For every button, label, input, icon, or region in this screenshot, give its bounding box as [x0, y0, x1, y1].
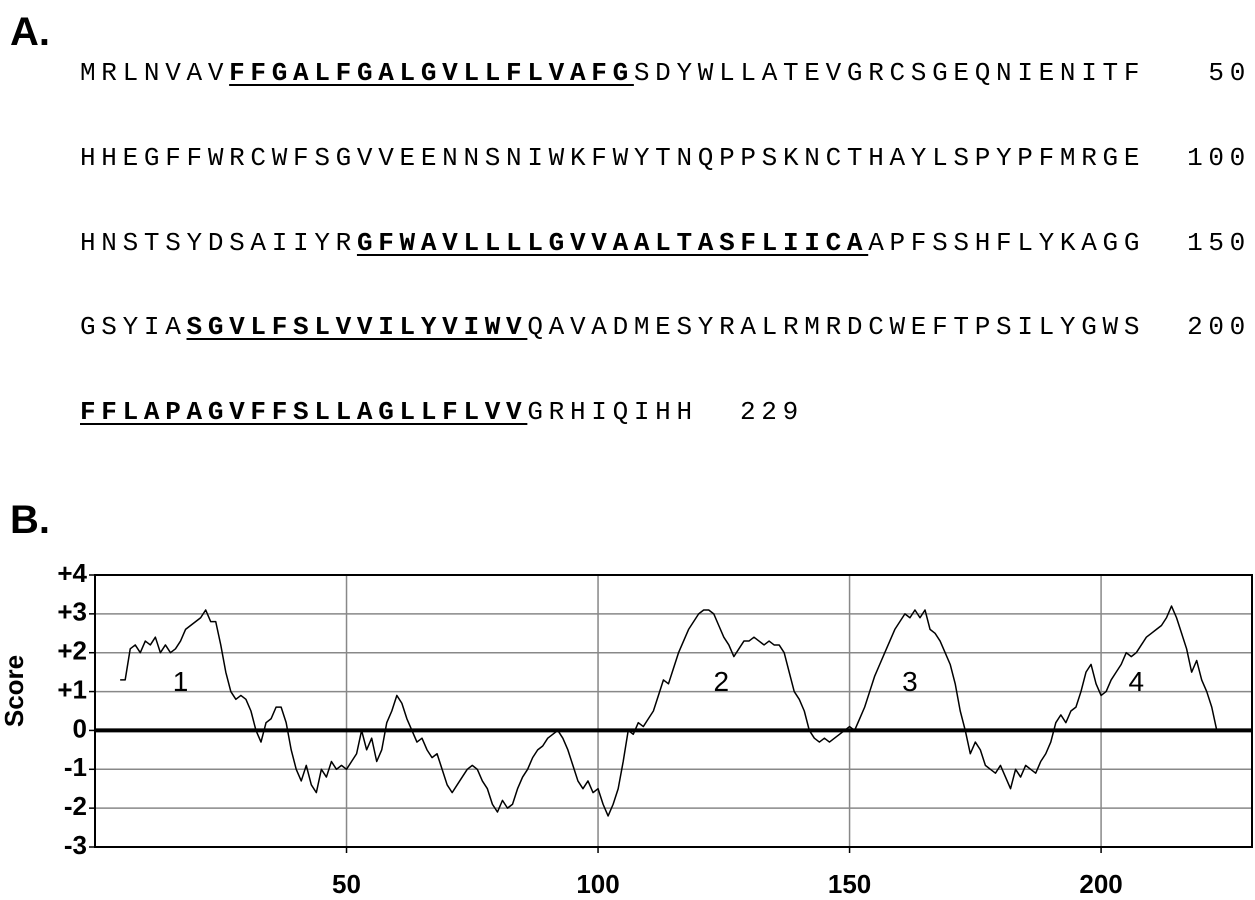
tm-segment: SGVLFSLVVILYVIWV [186, 312, 528, 343]
y-tick-label: -3 [64, 830, 87, 860]
y-tick-label: -2 [64, 791, 87, 821]
sequence-line: FFLAPAGVFFSLLAGLLFLVVGRHIQIHH [80, 397, 698, 427]
tm-annotation: 1 [173, 666, 189, 697]
tm-annotation: 4 [1129, 666, 1145, 697]
sequence-line: HHEGFFWRCWFSGVVEENNSNIWKFWYTNQPPSKNCTHAY… [80, 143, 1145, 173]
panel-label: A. [10, 10, 50, 54]
sequence-segment: MRLNVAV [80, 58, 230, 88]
y-tick-label: +3 [57, 597, 87, 627]
sequence-line: HNSTSYDSAIIYRGFWAVLLLLGVVAALTASFLIICAAPF… [80, 228, 1145, 258]
sequence-segment: APFSSHFLYKAGG [868, 227, 1146, 258]
y-tick-label: +1 [57, 674, 87, 704]
y-axis-label: Score [0, 655, 29, 727]
tm-segment: FFLAPAGVFFSLLAGLLFLVV [80, 397, 528, 427]
sequence-line: MRLNVAVFFGALFGALGVLLFLVAFGSDYWLLATEVGRCS… [80, 58, 1145, 88]
residue-number: 200 [1187, 312, 1251, 343]
residue-number: 50 [1208, 58, 1251, 88]
sequence-segment: GSYIA [80, 312, 187, 343]
tm-segment: GFWAVLLLLGVVAALTASFLIICA [356, 227, 869, 258]
tm-annotation: 2 [714, 666, 730, 697]
y-tick-label: +4 [57, 558, 87, 588]
y-tick-label: 0 [73, 713, 87, 743]
y-tick-label: +2 [57, 636, 87, 666]
tm-segment: FFGALFGALGVLLFLVAFG [229, 58, 634, 88]
sequence-segment: HNSTSYDSAIIYR [80, 227, 357, 258]
x-tick-label: 200 [1079, 869, 1122, 899]
y-tick-label: -1 [64, 752, 87, 782]
x-tick-label: 50 [332, 869, 361, 899]
sequence-segment: HHEGFFWRCWFSGVVEENNSNIWKFWYTNQPPSKNCTHAY… [80, 142, 1146, 173]
sequence-segment: QAVADMESYRALRMRDCWEFTPSILYGWS [527, 312, 1146, 343]
sequence-segment: SDYWLLATEVGRCSGEQNIENITF [633, 58, 1146, 88]
tm-annotation: 3 [902, 666, 918, 697]
sequence-segment: GRHIQIHH [527, 397, 698, 427]
residue-number: 150 [1187, 227, 1251, 258]
panel-label: B. [10, 498, 50, 542]
x-tick-label: 100 [576, 869, 619, 899]
sequence-line: GSYIASGVLFSLVVILYVIWVQAVADMESYRALRMRDCWE… [80, 312, 1145, 342]
residue-number: 100 [1187, 142, 1251, 173]
plot-frame [94, 574, 1253, 848]
residue-number: 229 [740, 397, 804, 427]
score-line [120, 605, 1218, 817]
x-tick-label: 150 [828, 869, 871, 899]
